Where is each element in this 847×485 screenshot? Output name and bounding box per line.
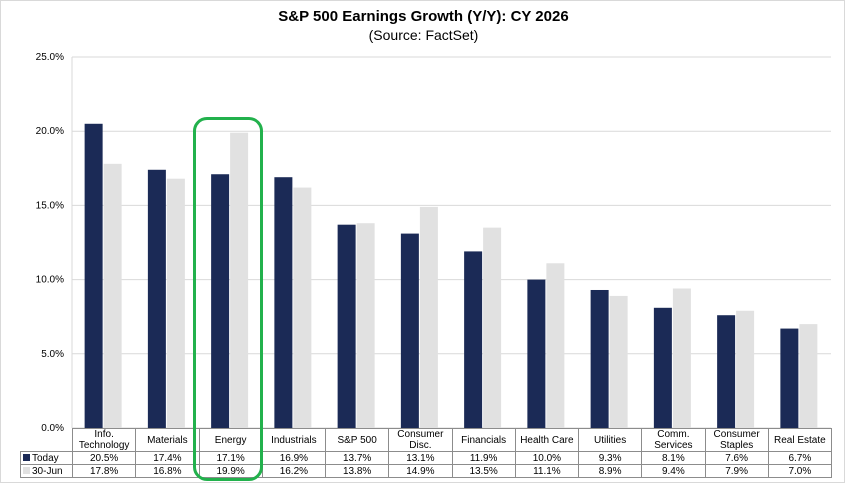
bar-30jun: [293, 187, 312, 428]
data-label: 20.5%: [71, 451, 137, 465]
data-label: 13.7%: [324, 451, 390, 465]
y-tick-label: 25.0%: [36, 52, 64, 63]
data-label: 7.0%: [767, 464, 833, 478]
bar-30jun: [736, 310, 755, 428]
bar-30jun: [230, 132, 249, 428]
data-label: 13.5%: [451, 464, 516, 478]
bar-today: [147, 169, 166, 428]
category-label: Financials: [451, 428, 516, 452]
legend-label: 30-Jun: [32, 465, 63, 477]
chart-title: S&P 500 Earnings Growth (Y/Y): CY 2026: [278, 8, 569, 25]
bar-today: [464, 251, 483, 428]
y-tick-label: 20.0%: [36, 126, 64, 137]
data-label: 17.8%: [71, 464, 137, 478]
bar-today: [84, 123, 103, 428]
data-label: 14.9%: [388, 464, 453, 478]
data-label: 9.4%: [641, 464, 706, 478]
category-label: Industrials: [261, 428, 327, 452]
bar-30jun: [799, 324, 818, 428]
y-tick-label: 15.0%: [36, 200, 64, 211]
data-label: 11.1%: [514, 464, 580, 478]
bar-30jun: [483, 227, 502, 428]
category-label: Info. Technology: [71, 428, 137, 452]
bar-today: [337, 224, 356, 428]
bar-30jun: [609, 295, 628, 428]
bar-today: [653, 307, 672, 428]
data-label: 6.7%: [767, 451, 833, 465]
table-corner: [21, 429, 73, 452]
bar-today: [211, 174, 230, 428]
category-label: Comm. Services: [641, 428, 706, 452]
category-label: Consumer Disc.: [388, 428, 453, 452]
data-label: 13.8%: [324, 464, 390, 478]
data-label: 17.4%: [135, 451, 200, 465]
data-label: 11.9%: [451, 451, 516, 465]
bar-today: [717, 315, 736, 428]
data-label: 13.1%: [388, 451, 453, 465]
bar-today: [780, 328, 799, 428]
data-label: 8.9%: [577, 464, 643, 478]
y-tick-label: 0.0%: [41, 423, 64, 434]
data-label: 16.2%: [261, 464, 327, 478]
legend-swatch: [23, 453, 30, 461]
category-label: Health Care: [514, 428, 580, 452]
data-label: 7.6%: [704, 451, 769, 465]
data-label: 16.8%: [135, 464, 200, 478]
data-table: Info. Technology Materials Energy Industria…: [20, 428, 833, 478]
bar-30jun: [356, 223, 375, 428]
bar-30jun: [166, 178, 185, 428]
legend-label: Today: [32, 452, 59, 464]
y-tick-label: 10.0%: [36, 275, 64, 286]
bar-today: [274, 177, 293, 428]
data-label: 9.3%: [577, 451, 643, 465]
category-label: Consumer Staples: [704, 428, 769, 452]
legend-entry-today: Today: [20, 451, 73, 465]
data-label: 8.1%: [641, 451, 706, 465]
legend-entry-30jun: 30-Jun: [20, 464, 73, 478]
data-label: 7.9%: [704, 464, 769, 478]
bar-30jun: [546, 263, 565, 428]
data-label: 16.9%: [261, 451, 327, 465]
bar-today: [527, 279, 546, 428]
bar-30jun: [672, 288, 691, 428]
category-label: Real Estate: [767, 428, 833, 452]
bar-30jun: [419, 206, 438, 428]
bar-today: [590, 289, 609, 428]
bar-today: [400, 233, 419, 428]
data-label: 10.0%: [514, 451, 580, 465]
legend-swatch: [23, 466, 30, 474]
y-tick-label: 5.0%: [41, 349, 64, 360]
category-label: S&P 500: [324, 428, 390, 452]
energy-highlight-box: [193, 117, 263, 481]
bar-30jun: [103, 163, 122, 428]
category-label: Utilities: [577, 428, 643, 452]
chart-subtitle: (Source: FactSet): [368, 27, 479, 43]
category-label: Materials: [135, 428, 200, 452]
